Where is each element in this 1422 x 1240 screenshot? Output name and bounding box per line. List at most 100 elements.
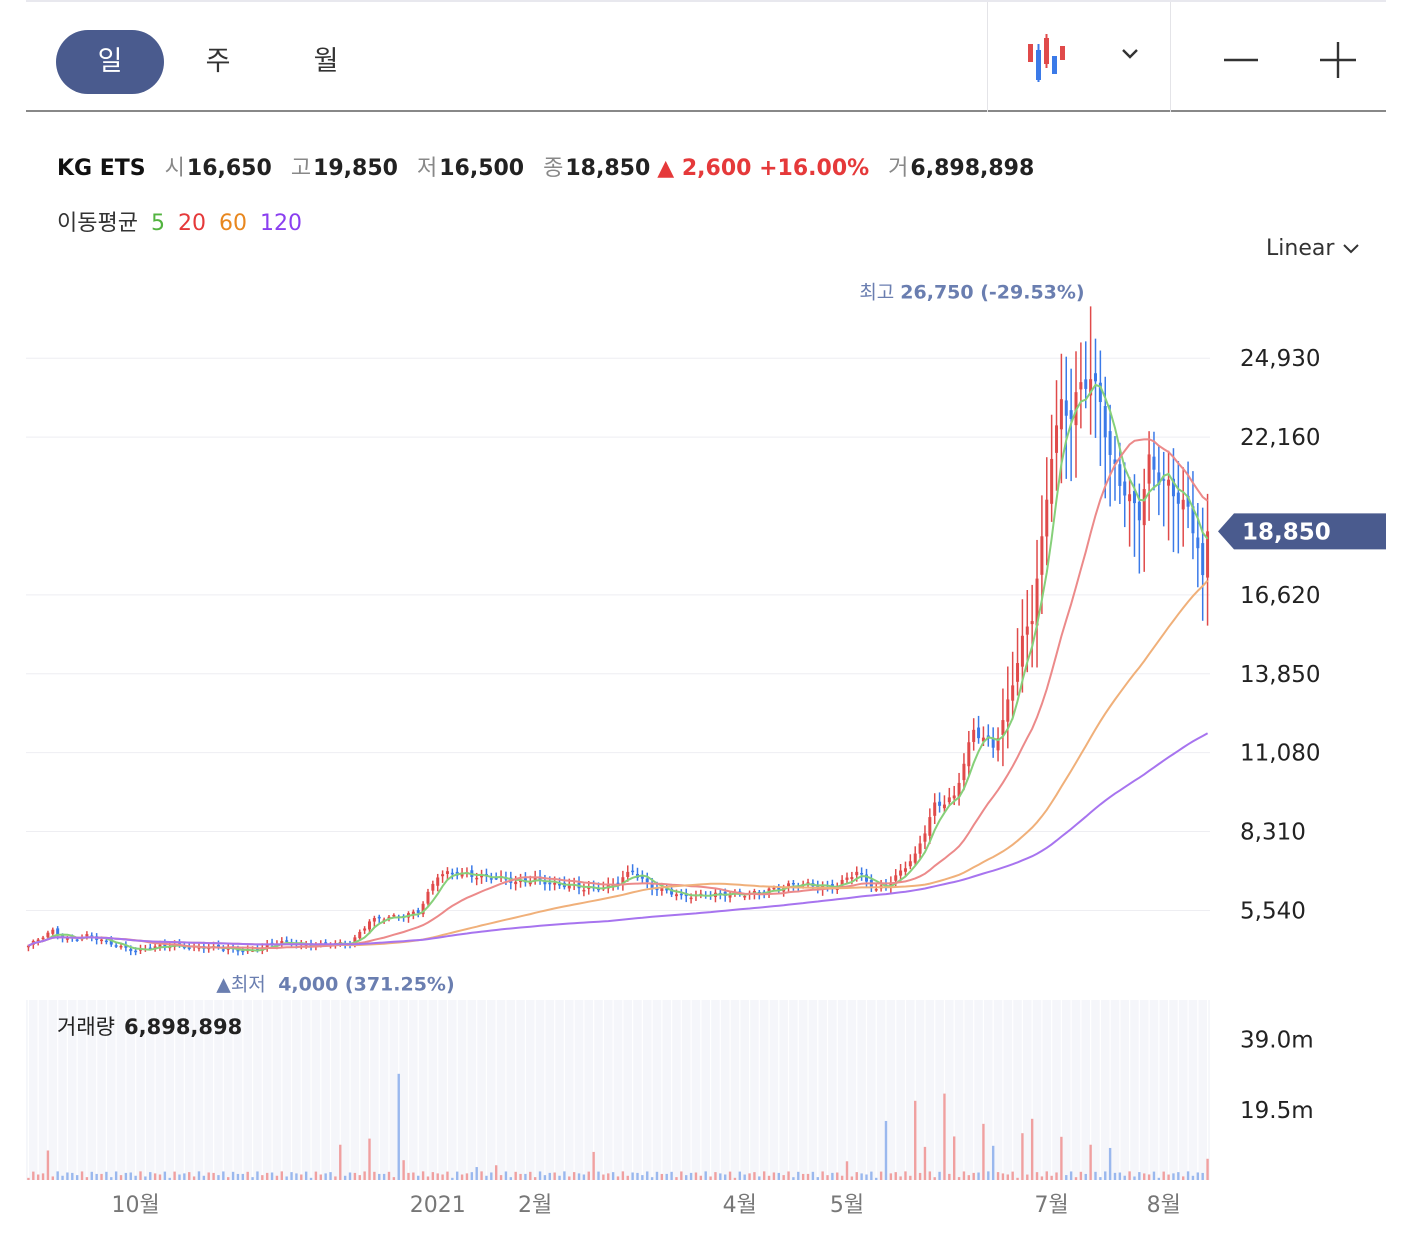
volume-bar <box>231 1171 235 1180</box>
scale-selector[interactable]: Linear <box>1266 236 1361 261</box>
x-tick-label: 2021 <box>410 1193 466 1218</box>
period-weekly-tab[interactable]: 주 <box>205 46 231 77</box>
volume-bar <box>611 1172 615 1180</box>
candle-body <box>903 868 907 872</box>
quote-summary: KG ETS 시16,650 고19,850 저16,500 종18,850 ▲… <box>57 150 1034 182</box>
volume-bar <box>485 1175 488 1180</box>
candle-body <box>426 891 430 904</box>
candle-body <box>548 882 552 885</box>
volume-bar <box>241 1173 245 1180</box>
volume-bar <box>460 1174 464 1180</box>
y-tick-label: 8,310 <box>1240 820 1306 846</box>
chevron-down-icon[interactable] <box>1118 42 1142 70</box>
volume-bar <box>1206 1158 1209 1180</box>
candle-body <box>597 888 601 891</box>
volume-bar <box>792 1177 795 1180</box>
volume-bar <box>650 1177 654 1180</box>
volume-bar <box>378 1173 381 1180</box>
candle-body <box>445 871 449 874</box>
volume-bar <box>436 1173 439 1180</box>
volume-bar <box>1186 1171 1190 1180</box>
candle-body <box>947 797 951 803</box>
candle-body <box>1147 454 1151 484</box>
volume-bar <box>358 1175 361 1180</box>
candle-body <box>772 887 776 890</box>
y-tick-label: 11,080 <box>1240 741 1320 767</box>
volume-total: 6,898,898 <box>124 1015 242 1039</box>
volume-bar <box>845 1161 849 1180</box>
period-daily-tab[interactable]: 일 <box>56 30 164 94</box>
minus-icon[interactable] <box>1222 40 1262 84</box>
volume-bar <box>1030 1118 1034 1180</box>
candle-body <box>679 893 683 896</box>
candle-body <box>1025 626 1029 635</box>
volume-bar <box>548 1172 551 1180</box>
period-monthly-tab[interactable]: 월 <box>313 46 339 77</box>
volume-bar <box>207 1172 210 1180</box>
volume-bar <box>977 1172 980 1180</box>
candle-body <box>85 934 89 937</box>
volume-bar <box>514 1171 517 1180</box>
volume-bar <box>1089 1144 1092 1180</box>
candle-body <box>280 941 284 944</box>
chevron-down-icon <box>1343 244 1360 254</box>
candle-body <box>358 931 362 939</box>
volume-bar <box>1065 1175 1068 1180</box>
candle-body <box>933 802 937 816</box>
plus-icon[interactable] <box>1318 40 1358 84</box>
volume-bar <box>85 1177 89 1180</box>
candle-body <box>1016 663 1020 682</box>
volume-bar <box>56 1171 59 1180</box>
candle-body <box>416 910 420 913</box>
candle-body <box>129 948 133 952</box>
volume-bar <box>1060 1136 1063 1180</box>
volume-bar <box>188 1172 191 1180</box>
volume-bar <box>801 1173 805 1180</box>
volume-bar <box>1177 1172 1180 1180</box>
y-tick-label: 22,160 <box>1240 425 1320 451</box>
candle-body <box>1162 479 1166 481</box>
volume-bar <box>660 1173 664 1180</box>
high-annotation-value: 26,750 (-29.53%) <box>900 281 1084 303</box>
volume-bar <box>1001 1173 1005 1180</box>
candle-body <box>1011 685 1015 701</box>
candle-body <box>1118 464 1122 486</box>
candle-body <box>221 949 225 951</box>
candle-body <box>743 895 747 898</box>
candle-body <box>616 882 620 885</box>
candle-body <box>1196 537 1200 549</box>
volume-bar <box>709 1176 712 1180</box>
high-price: 19,850 <box>313 156 398 181</box>
volume-bar <box>158 1174 162 1180</box>
high-annotation-label: 최고 <box>859 281 894 303</box>
candle-body <box>791 883 795 885</box>
volume-bar <box>543 1175 547 1180</box>
candle-body <box>1006 699 1010 722</box>
y-tick-label: 13,850 <box>1240 662 1320 688</box>
volume-bar <box>1099 1177 1102 1180</box>
price-chart[interactable]: 5,540 8,310 11,080 13,850 16,620 22,160 24,930… <box>0 270 1422 1240</box>
high-label: 고 <box>290 156 312 181</box>
open-label: 시 <box>164 156 185 181</box>
candle-body <box>543 881 547 885</box>
candlestick-icon[interactable] <box>1024 34 1074 88</box>
candle-body <box>1040 536 1044 575</box>
close-price: 18,850 <box>565 156 651 181</box>
candle-body <box>972 729 976 742</box>
volume-bar <box>494 1165 498 1180</box>
volume-bar <box>933 1177 936 1180</box>
candle-body <box>874 889 878 891</box>
price-change: ▲ 2,600 +16.00% <box>657 156 870 181</box>
volume-bar <box>529 1171 532 1180</box>
last-price-label: 18,850 <box>1242 519 1331 545</box>
volume-bar <box>80 1171 84 1180</box>
candle-body <box>923 833 927 842</box>
volume-bar <box>519 1173 522 1180</box>
candle-body <box>1191 506 1195 534</box>
candle-body <box>1132 491 1136 504</box>
ma-60-line <box>27 579 1209 947</box>
candle-body <box>104 940 108 943</box>
volume-bar <box>153 1173 157 1180</box>
volume-bar <box>32 1171 35 1180</box>
candle-body <box>533 877 537 882</box>
